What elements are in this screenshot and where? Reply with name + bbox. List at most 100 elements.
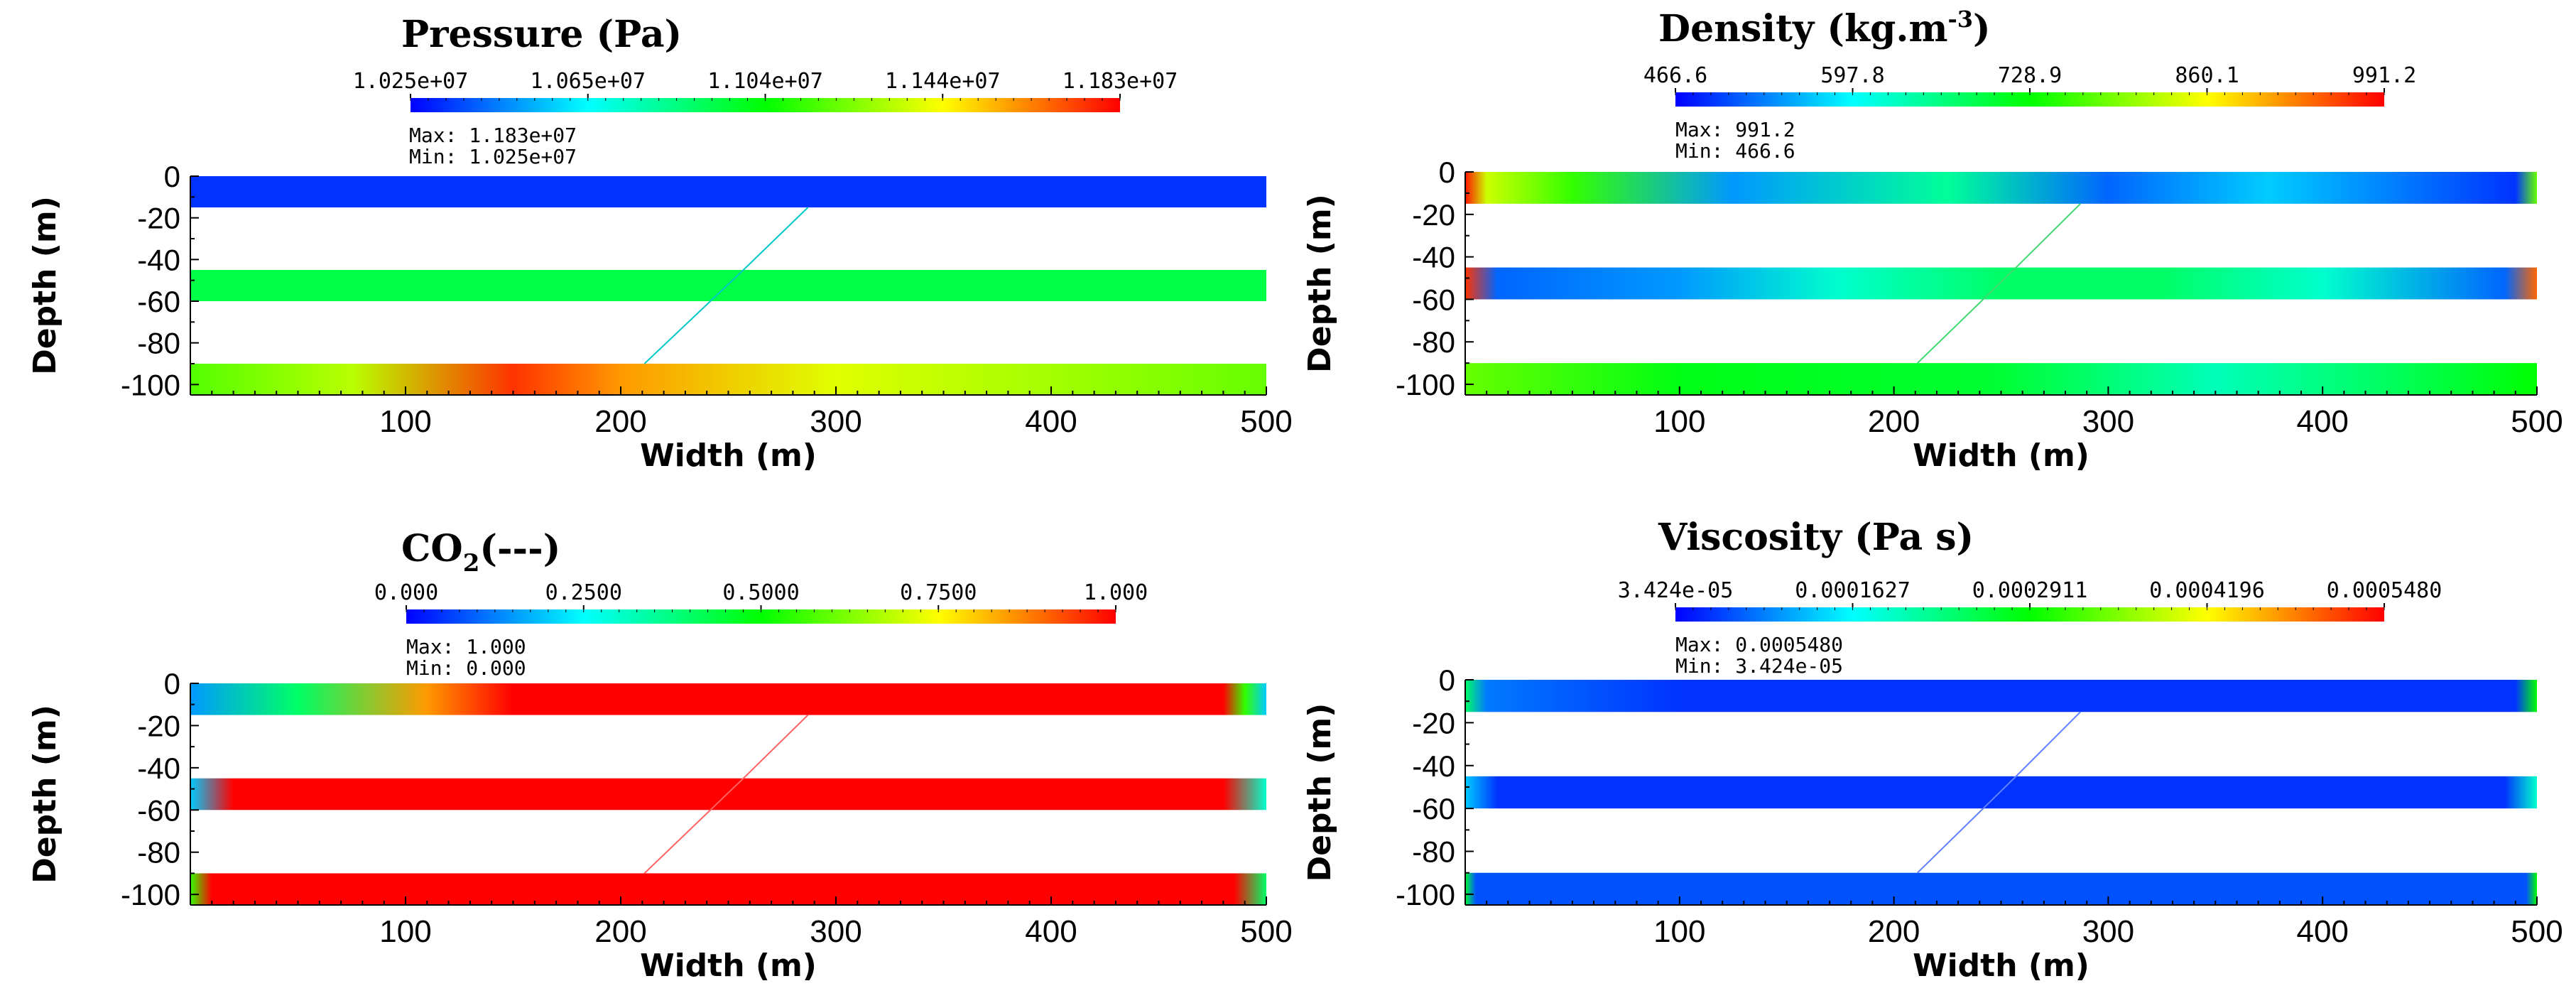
- x-tick-label: 200: [1868, 404, 1920, 439]
- x-tick-label: 400: [1025, 404, 1077, 439]
- colorbar-tick-label: 0.000: [374, 580, 438, 605]
- chart-title-end: (---): [479, 527, 560, 570]
- y-tick-label: -100: [1396, 878, 1455, 911]
- colorbar: [411, 98, 1120, 112]
- max-label: Max: 0.0005480: [1675, 633, 1843, 656]
- y-axis-label: Depth (m): [27, 196, 63, 375]
- chart-title: Viscosity (Pa s): [1658, 516, 1974, 559]
- panel-4: Viscosity (Pa s) 3.424e-05 0.0001627 0.0002…: [1302, 516, 2563, 984]
- y-axis-label: Depth (m): [1302, 703, 1338, 882]
- panel-1: Pressure (Pa) 1.025e+07 1.065e+07 1.104e+07…: [27, 13, 1293, 474]
- x-tick-label: 100: [1653, 404, 1705, 439]
- x-axis-label: Width (m): [640, 948, 817, 984]
- x-tick-label: 100: [1653, 914, 1705, 949]
- colorbar-tick-label: 0.0004196: [2149, 578, 2265, 603]
- y-tick-label: -100: [121, 368, 180, 401]
- y-tick-label: -80: [1412, 835, 1455, 869]
- heatmap-layer-1: [1465, 172, 2537, 204]
- colorbar-tick-label: 0.0002911: [1972, 578, 2088, 603]
- fracture-line: [1917, 203, 2081, 364]
- heatmap-layer-2: [190, 778, 1266, 810]
- x-tick-label: 100: [379, 404, 431, 439]
- y-tick-label: -60: [137, 793, 180, 827]
- max-label: Max: 1.183e+07: [409, 124, 577, 147]
- min-label: Min: 1.025e+07: [409, 145, 577, 168]
- heatmap-layer-1: [190, 683, 1266, 715]
- colorbar-tick-label: 466.6: [1643, 63, 1707, 88]
- chart-title: Pressure (Pa): [401, 13, 682, 56]
- y-tick-label: -20: [1412, 706, 1455, 739]
- x-tick-label: 300: [2082, 404, 2134, 439]
- x-axis-label: Width (m): [1913, 948, 2089, 984]
- y-tick-label: -40: [137, 752, 180, 785]
- max-label: Max: 1.000: [406, 635, 526, 658]
- colorbar-tick-label: 0.2500: [545, 580, 622, 605]
- colorbar-tick-label: 3.424e-05: [1618, 578, 1734, 603]
- min-label: Min: 3.424e-05: [1675, 654, 1843, 678]
- y-tick-label: 0: [164, 667, 180, 700]
- x-tick-label: 400: [2296, 914, 2348, 949]
- colorbar-tick-label: 1.025e+07: [353, 69, 469, 94]
- min-label: Min: 466.6: [1675, 139, 1795, 163]
- x-tick-label: 300: [810, 914, 862, 949]
- x-axis-label: Width (m): [640, 438, 817, 474]
- colorbar-tick-label: 0.0001627: [1795, 578, 1911, 603]
- colorbar: [406, 609, 1116, 624]
- x-tick-label: 200: [594, 404, 646, 439]
- x-axis-label: Width (m): [1913, 438, 2089, 474]
- x-tick-label: 200: [1868, 914, 1920, 949]
- x-tick-label: 100: [379, 914, 431, 949]
- y-axis-label: Depth (m): [1302, 194, 1338, 373]
- y-tick-label: -40: [137, 243, 180, 276]
- colorbar-tick-label: 1.000: [1084, 580, 1148, 605]
- max-label: Max: 991.2: [1675, 118, 1795, 141]
- x-tick-label: 500: [1240, 404, 1292, 439]
- chart-title-end: ): [1973, 7, 1991, 50]
- y-tick-label: -100: [1396, 368, 1455, 401]
- y-axis-label: Depth (m): [27, 705, 63, 884]
- x-tick-label: 300: [810, 404, 862, 439]
- y-tick-label: -60: [1412, 283, 1455, 316]
- x-tick-label: 500: [1240, 914, 1292, 949]
- colorbar: [1675, 607, 2384, 622]
- y-tick-label: 0: [1439, 156, 1455, 189]
- colorbar-tick-label: 0.5000: [722, 580, 799, 605]
- heatmap-layer-3: [1465, 363, 2537, 395]
- colorbar-tick-label: 597.8: [1820, 63, 1884, 88]
- y-tick-label: -40: [1412, 241, 1455, 274]
- colorbar-tick-label: 728.9: [1998, 63, 2062, 88]
- fracture-line: [643, 714, 809, 874]
- y-tick-label: 0: [164, 160, 180, 193]
- x-tick-label: 500: [2511, 914, 2563, 949]
- chart-title-base: CO: [401, 527, 463, 570]
- fracture-line: [643, 207, 809, 364]
- y-tick-label: -80: [137, 327, 180, 360]
- heatmap-layer-3: [190, 873, 1266, 905]
- colorbar-tick-label: 0.0005480: [2327, 578, 2442, 603]
- colorbar-tick-label: 0.7500: [900, 580, 977, 605]
- colorbar-tick-label: 1.183e+07: [1063, 69, 1178, 94]
- y-tick-label: 0: [1439, 663, 1455, 697]
- y-tick-label: -40: [1412, 749, 1455, 783]
- chart-title: CO2(---): [401, 527, 560, 578]
- x-tick-label: 200: [594, 914, 646, 949]
- colorbar-tick-label: 1.144e+07: [885, 69, 1001, 94]
- x-tick-label: 500: [2511, 404, 2563, 439]
- y-tick-label: -100: [121, 878, 180, 911]
- heatmap-layer-1: [190, 176, 1266, 207]
- x-tick-label: 300: [2082, 914, 2134, 949]
- heatmap-layer-2: [190, 270, 1266, 301]
- y-tick-label: -20: [137, 202, 180, 235]
- y-tick-label: -20: [137, 709, 180, 742]
- min-label: Min: 0.000: [406, 656, 526, 680]
- heatmap-layer-1: [1465, 680, 2537, 712]
- colorbar: [1675, 92, 2384, 107]
- chart-title: Density (kg.m-3): [1658, 6, 1991, 50]
- chart-title-base: Density (kg.m: [1658, 7, 1947, 50]
- chart-title-superscript: -3: [1947, 6, 1973, 33]
- panel-3: CO2(---)0.000 0.2500 0.5000 0.7500 1.000 Max:…: [27, 527, 1293, 984]
- y-tick-label: -60: [1412, 792, 1455, 825]
- colorbar-tick-label: 1.065e+07: [530, 69, 646, 94]
- y-tick-label: -20: [1412, 198, 1455, 232]
